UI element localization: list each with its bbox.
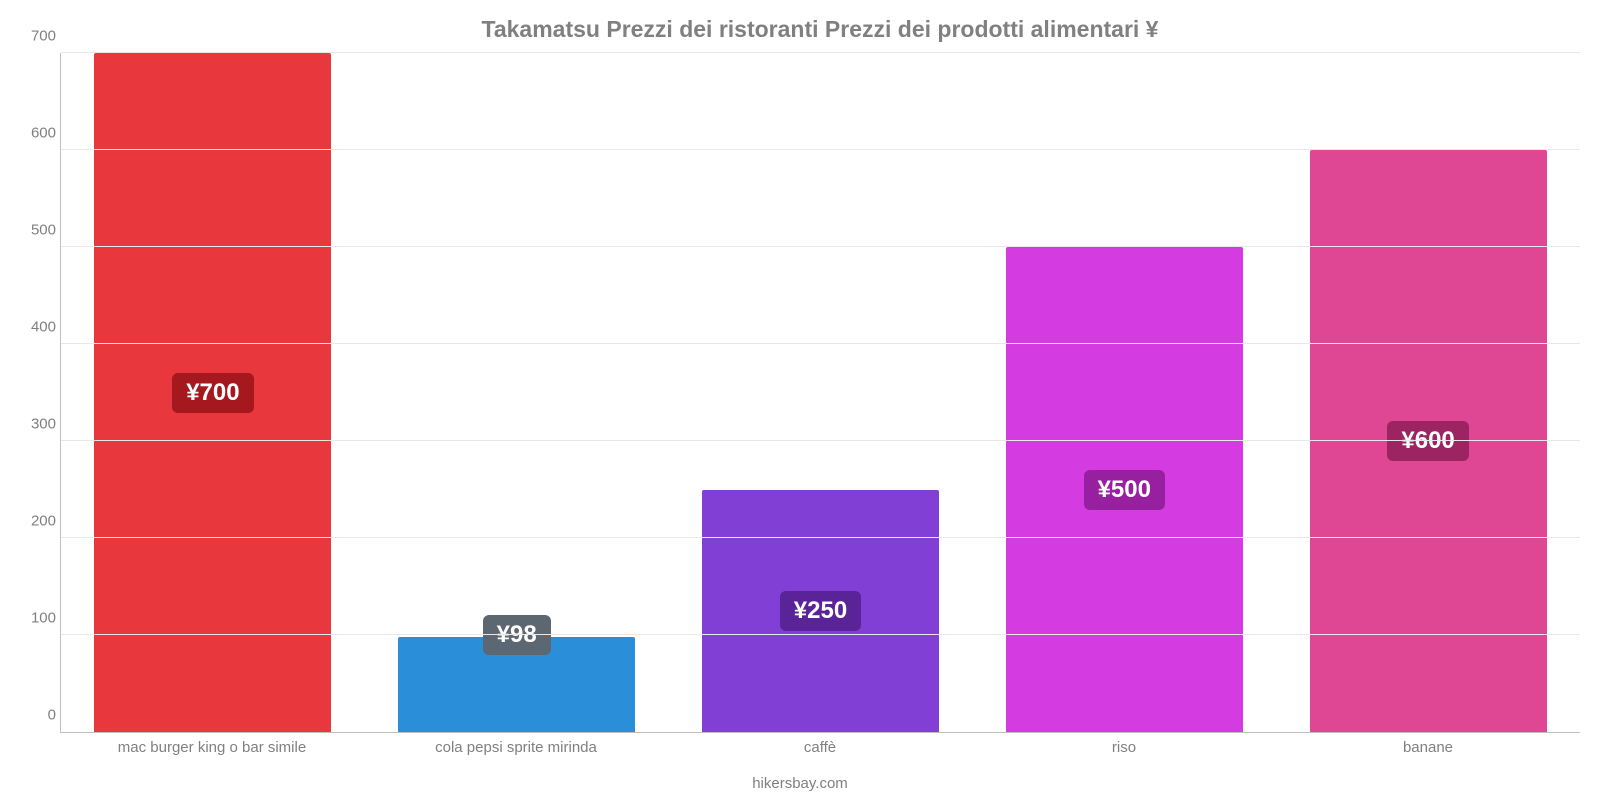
bar: ¥600 xyxy=(1310,150,1547,732)
grid-line xyxy=(61,246,1580,247)
value-badge: ¥250 xyxy=(780,591,861,631)
grid-line xyxy=(61,52,1580,53)
bar: ¥250 xyxy=(702,490,939,733)
grid-line xyxy=(61,149,1580,150)
y-tick-label: 500 xyxy=(11,222,56,239)
bar-slot: ¥600 xyxy=(1276,53,1580,732)
y-tick-label: 100 xyxy=(11,610,56,627)
bar: ¥700 xyxy=(94,53,331,732)
y-tick-label: 0 xyxy=(11,707,56,724)
bars-group: ¥700 ¥98 ¥250 ¥500 ¥600 xyxy=(61,53,1580,732)
y-tick-label: 200 xyxy=(11,513,56,530)
bar-slot: ¥250 xyxy=(669,53,973,732)
value-badge: ¥500 xyxy=(1084,470,1165,510)
value-badge: ¥600 xyxy=(1387,421,1468,461)
grid-line xyxy=(61,537,1580,538)
bar-slot: ¥700 xyxy=(61,53,365,732)
y-tick-label: 700 xyxy=(11,28,56,45)
grid-line xyxy=(61,343,1580,344)
x-tick-label: riso xyxy=(972,739,1276,756)
x-tick-label: cola pepsi sprite mirinda xyxy=(364,739,668,756)
y-tick-label: 400 xyxy=(11,319,56,336)
plot-area: ¥700¥98¥250¥500¥600 01002003004005006007… xyxy=(60,53,1580,733)
bar-slot: ¥500 xyxy=(972,53,1276,732)
chart-footer: hikersbay.com xyxy=(0,775,1600,792)
x-axis-labels: mac burger king o bar similecola pepsi s… xyxy=(60,739,1580,756)
bar-slot: ¥98 xyxy=(365,53,669,732)
bar: ¥98 xyxy=(398,637,635,732)
y-tick-label: 300 xyxy=(11,416,56,433)
chart-title: Takamatsu Prezzi dei ristoranti Prezzi d… xyxy=(60,16,1580,43)
x-tick-label: banane xyxy=(1276,739,1580,756)
chart-container: Takamatsu Prezzi dei ristoranti Prezzi d… xyxy=(0,0,1600,800)
bar: ¥500 xyxy=(1006,247,1243,732)
grid-line xyxy=(61,440,1580,441)
x-tick-label: caffè xyxy=(668,739,972,756)
x-tick-label: mac burger king o bar simile xyxy=(60,739,364,756)
grid-line xyxy=(61,634,1580,635)
y-tick-label: 600 xyxy=(11,125,56,142)
value-badge: ¥700 xyxy=(172,373,253,413)
